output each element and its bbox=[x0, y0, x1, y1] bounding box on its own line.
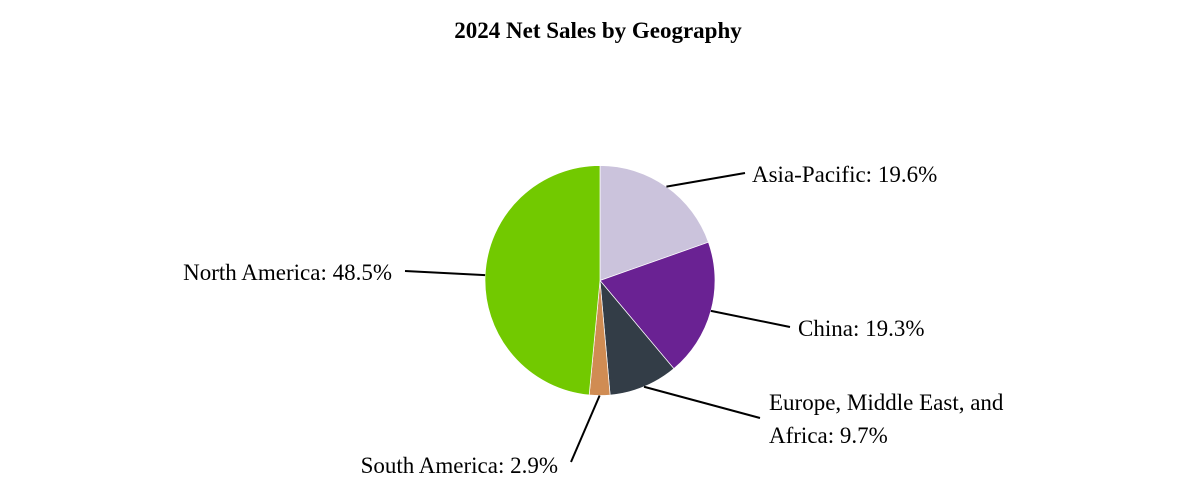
label-emea-line1: Europe, Middle East, and bbox=[769, 390, 1004, 415]
slice-north-america bbox=[484, 165, 601, 396]
label-asia-pacific: Asia-Pacific: 19.6% bbox=[752, 162, 937, 187]
leader-line-south-america bbox=[570, 395, 601, 463]
label-south-america: South America: 2.9% bbox=[361, 453, 558, 478]
leader-line-north-america bbox=[404, 270, 486, 277]
leader-line-asia-pacific bbox=[666, 172, 746, 188]
leader-line-china bbox=[710, 309, 791, 328]
label-emea-line2: Africa: 9.7% bbox=[769, 423, 888, 448]
chart-title: 2024 Net Sales by Geography bbox=[454, 18, 742, 43]
label-north-america: North America: 48.5% bbox=[183, 260, 392, 285]
label-china: China: 19.3% bbox=[798, 316, 925, 341]
leader-line-europe-middle-east-and-africa bbox=[643, 385, 761, 419]
